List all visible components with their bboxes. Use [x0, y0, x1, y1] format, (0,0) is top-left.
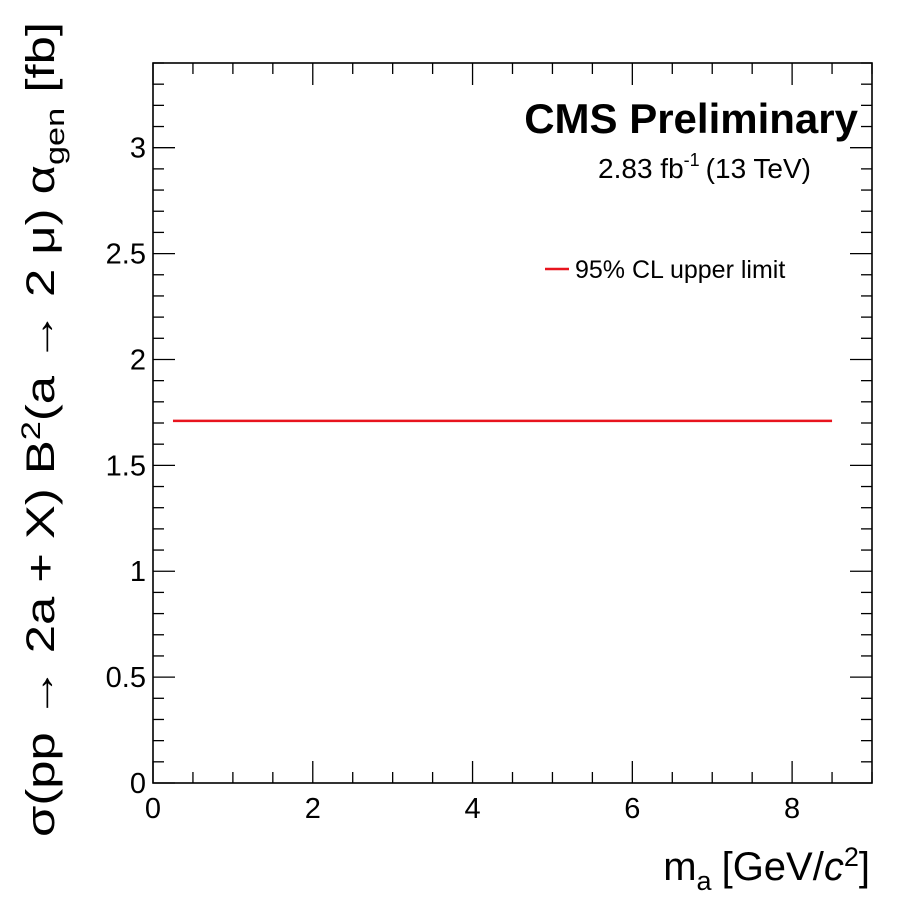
x-tick-label: 4 — [464, 793, 480, 825]
y-tick-label: 1 — [130, 556, 146, 588]
x-axis-title: ma [GeV/c2] — [663, 842, 870, 896]
legend-label: 95% CL upper limit — [575, 256, 785, 284]
y-tick-label: 2 — [130, 344, 146, 376]
y-tick-label: 1.5 — [106, 450, 146, 482]
x-axis-subscript: a — [697, 866, 713, 896]
x-axis-unit-close: ] — [859, 845, 870, 889]
axis-ticks — [152, 62, 873, 784]
y-tick-label: 0.5 — [106, 662, 146, 694]
y-axis-b-exponent: 2 — [16, 421, 46, 440]
y-axis-part1: σ(pp → 2a + X) B — [19, 440, 63, 837]
x-tick-label: 6 — [624, 793, 640, 825]
x-axis-unit-open: [GeV/ — [722, 845, 825, 889]
y-tick-label: 2.5 — [106, 239, 146, 271]
x-axis-unit-exponent: 2 — [844, 842, 859, 872]
lumi-energy: (13 TeV) — [706, 153, 811, 184]
chart-title: CMS Preliminary — [524, 95, 858, 142]
lumi-value: 2.83 fb — [598, 153, 684, 184]
tick-labels: 0 2 4 6 8 0 0.5 1 1.5 2 2.5 3 — [106, 133, 801, 825]
y-axis-alpha-subscript: gen — [40, 108, 70, 165]
lumi-exponent: -1 — [684, 150, 700, 170]
legend: 95% CL upper limit — [545, 256, 785, 284]
y-axis-unit: [fb] — [19, 22, 63, 93]
y-axis-part2: (a → 2 μ) α — [19, 165, 63, 421]
x-axis-unit-c: c — [824, 845, 844, 889]
x-tick-label: 8 — [784, 793, 800, 825]
x-tick-label: 2 — [305, 793, 321, 825]
chart-subtitle: 2.83 fb-1 (13 TeV) — [598, 150, 811, 184]
y-axis-title: σ(pp → 2a + X) B2(a → 2 μ) αgen [fb] — [16, 22, 70, 837]
y-tick-label: 0 — [130, 768, 146, 800]
x-axis-symbol: m — [663, 845, 696, 889]
x-tick-label: 0 — [145, 793, 161, 825]
y-tick-label: 3 — [130, 133, 146, 165]
